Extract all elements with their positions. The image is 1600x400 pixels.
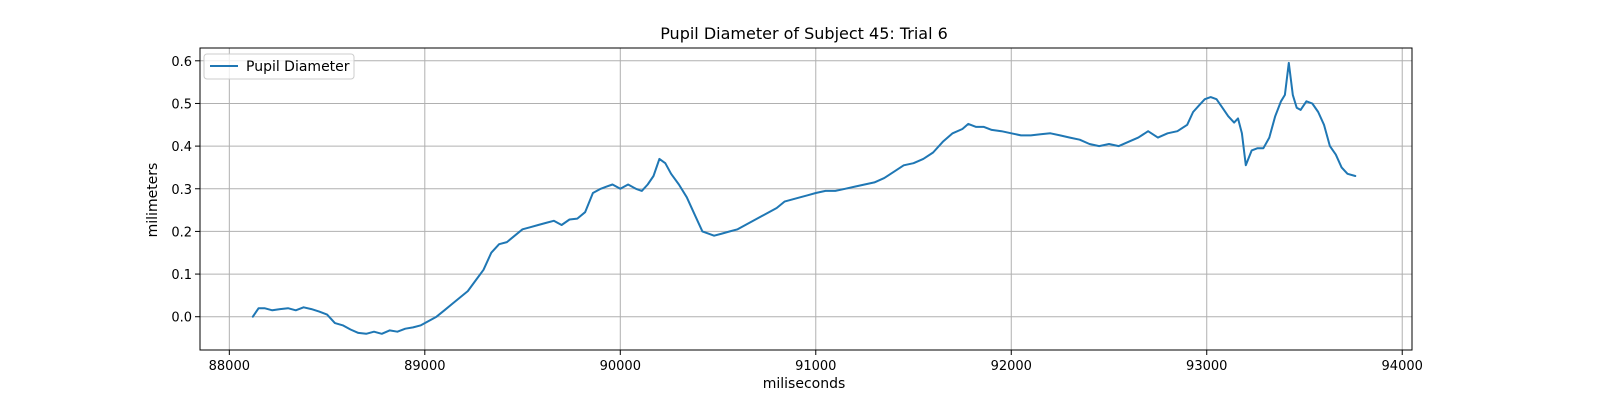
x-tick-label: 92000 (991, 359, 1032, 374)
y-tick-label: 0.5 (171, 97, 192, 112)
y-axis: 0.0 0.1 0.2 0.3 0.4 0.5 0.6 (171, 55, 200, 326)
y-tick-label: 0.6 (171, 55, 192, 70)
legend-frame (203, 53, 355, 80)
x-tick-label: 94000 (1382, 359, 1423, 374)
x-tick-label: 89000 (404, 359, 445, 374)
x-axis-label: miliseconds (763, 376, 846, 392)
y-axis-label: milimeters (145, 163, 161, 238)
series-line-pupil-diameter (251, 61, 1357, 335)
x-tick-label: 93000 (1186, 359, 1227, 374)
y-tick-label: 0.2 (171, 225, 192, 240)
y-tick-label: 0.4 (171, 140, 192, 155)
series-layer (251, 61, 1357, 335)
y-tick-label: 0.0 (171, 311, 192, 326)
legend: Pupil Diameter (203, 53, 355, 80)
grid (200, 48, 1412, 350)
x-tick-label: 88000 (209, 359, 250, 374)
plot-frame (199, 47, 1413, 351)
y-tick-label: 0.3 (171, 183, 192, 198)
chart-title: Pupil Diameter of Subject 45: Trial 6 (660, 24, 948, 43)
x-axis: 88000 89000 90000 91000 92000 93000 94000 (209, 350, 1423, 374)
y-tick-label: 0.1 (171, 268, 192, 283)
legend-label: Pupil Diameter (246, 59, 350, 75)
x-tick-label: 91000 (795, 359, 836, 374)
x-tick-label: 90000 (600, 359, 641, 374)
